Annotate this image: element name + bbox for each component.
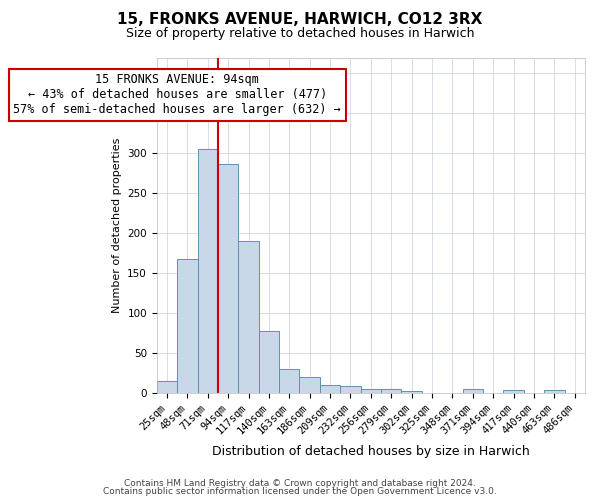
Bar <box>381 389 401 393</box>
Bar <box>197 150 218 393</box>
Bar <box>157 381 177 393</box>
Text: Size of property relative to detached houses in Harwich: Size of property relative to detached ho… <box>126 28 474 40</box>
Bar <box>340 386 361 393</box>
Bar <box>177 258 197 393</box>
Bar <box>279 369 299 393</box>
X-axis label: Distribution of detached houses by size in Harwich: Distribution of detached houses by size … <box>212 444 530 458</box>
Bar <box>544 390 565 393</box>
Text: Contains HM Land Registry data © Crown copyright and database right 2024.: Contains HM Land Registry data © Crown c… <box>124 478 476 488</box>
Bar <box>259 330 279 393</box>
Bar <box>463 389 483 393</box>
Bar <box>238 241 259 393</box>
Bar <box>361 389 381 393</box>
Text: 15 FRONKS AVENUE: 94sqm
← 43% of detached houses are smaller (477)
57% of semi-d: 15 FRONKS AVENUE: 94sqm ← 43% of detache… <box>13 74 341 116</box>
Bar <box>218 164 238 393</box>
Text: 15, FRONKS AVENUE, HARWICH, CO12 3RX: 15, FRONKS AVENUE, HARWICH, CO12 3RX <box>118 12 482 28</box>
Y-axis label: Number of detached properties: Number of detached properties <box>112 138 122 313</box>
Bar <box>401 392 422 393</box>
Bar <box>299 377 320 393</box>
Bar <box>320 385 340 393</box>
Text: Contains public sector information licensed under the Open Government Licence v3: Contains public sector information licen… <box>103 487 497 496</box>
Bar <box>503 390 524 393</box>
